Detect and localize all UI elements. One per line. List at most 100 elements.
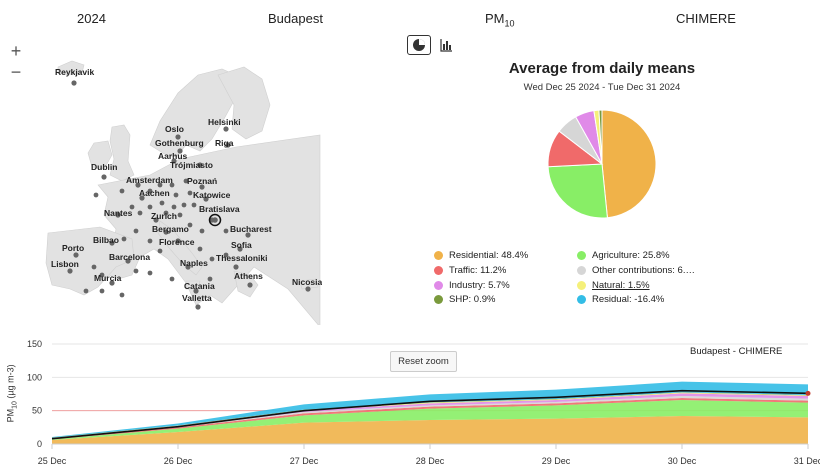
selected-city-marker[interactable]	[208, 213, 222, 227]
city-marker[interactable]	[237, 246, 243, 252]
timeseries-chart[interactable]: 0 50 100 150 25 Dec 26 Dec 27 Dec 28 Dec 29 Dec 3…	[0, 334, 820, 471]
selected-city-dot	[212, 217, 218, 223]
city-marker[interactable]	[169, 276, 175, 282]
city-marker[interactable]	[115, 212, 121, 218]
reset-zoom-button[interactable]: Reset zoom	[390, 351, 457, 372]
city-marker[interactable]	[195, 304, 201, 310]
europe-map[interactable]: Reykjavik Helsinki Oslo Gothenburg Riga Aarhu…	[0, 35, 323, 328]
city-marker[interactable]	[109, 280, 115, 286]
city-marker[interactable]	[119, 188, 125, 194]
zoom-in-button[interactable]: +	[6, 42, 26, 60]
city-label: Catania	[184, 281, 215, 291]
city-marker[interactable]	[207, 276, 213, 282]
city-marker[interactable]	[157, 248, 163, 254]
area-residual[interactable]	[52, 381, 808, 438]
legend-item[interactable]: Residential: 48.4%	[434, 250, 528, 261]
city-marker[interactable]	[147, 188, 153, 194]
city-marker[interactable]	[125, 258, 131, 264]
city-marker[interactable]	[185, 264, 191, 270]
city-marker[interactable]	[147, 238, 153, 244]
legend-item[interactable]: Other contributions: 6.…	[577, 265, 695, 276]
city-marker[interactable]	[233, 264, 239, 270]
city-marker[interactable]	[71, 80, 77, 86]
city-marker[interactable]	[73, 252, 79, 258]
city-marker[interactable]	[177, 148, 183, 154]
area-residential[interactable]	[52, 416, 808, 444]
city-marker[interactable]	[119, 292, 125, 298]
city-marker[interactable]	[181, 202, 187, 208]
city-marker[interactable]	[139, 195, 145, 201]
pie-slice-shp[interactable]	[598, 109, 603, 165]
city-marker[interactable]	[137, 210, 143, 216]
city-marker[interactable]	[223, 126, 229, 132]
y-tick-label: 100	[27, 372, 42, 382]
city-marker[interactable]	[99, 288, 105, 294]
pie-slice-residential[interactable]	[601, 109, 657, 219]
bar-chart-toggle[interactable]	[434, 35, 458, 55]
pie-chart[interactable]	[540, 102, 664, 226]
city-marker[interactable]	[169, 182, 175, 188]
city-marker[interactable]	[247, 282, 253, 288]
city-marker[interactable]	[199, 184, 205, 190]
zoom-out-button[interactable]: −	[6, 63, 26, 81]
city-marker[interactable]	[209, 256, 215, 262]
city-label: Trójmiasto	[170, 160, 213, 170]
city-marker[interactable]	[177, 212, 183, 218]
total-line[interactable]	[51, 389, 809, 440]
pie-chart-toggle[interactable]	[407, 35, 431, 55]
city-marker[interactable]	[187, 222, 193, 228]
legend-label: Traffic: 11.2%	[449, 265, 507, 276]
city-marker[interactable]	[171, 158, 177, 164]
city-marker[interactable]	[101, 174, 107, 180]
city-label: Reykjavik	[55, 67, 94, 77]
city-marker[interactable]	[109, 240, 115, 246]
legend-item[interactable]: Natural: 1.5%	[577, 280, 650, 291]
city-marker[interactable]	[153, 217, 159, 223]
city-marker[interactable]	[99, 272, 105, 278]
city-marker[interactable]	[191, 202, 197, 208]
legend-item[interactable]: Residual: -16.4%	[577, 294, 664, 305]
city-marker[interactable]	[135, 182, 141, 188]
city-marker[interactable]	[175, 238, 181, 244]
city-marker[interactable]	[203, 196, 209, 202]
city-marker[interactable]	[147, 270, 153, 276]
city-marker[interactable]	[193, 288, 199, 294]
city-marker[interactable]	[157, 182, 163, 188]
city-marker[interactable]	[225, 142, 231, 148]
city-marker[interactable]	[121, 236, 127, 242]
city-marker[interactable]	[133, 228, 139, 234]
legend-dot	[434, 251, 443, 260]
city-marker[interactable]	[147, 204, 153, 210]
legend-item[interactable]: SHP: 0.9%	[434, 294, 495, 305]
city-marker[interactable]	[133, 268, 139, 274]
city-marker[interactable]	[83, 288, 89, 294]
map-canvas[interactable]: Reykjavik Helsinki Oslo Gothenburg Riga Aarhu…	[0, 35, 323, 328]
city-marker[interactable]	[305, 286, 311, 292]
legend-item[interactable]: Industry: 5.7%	[434, 280, 510, 291]
city-marker[interactable]	[223, 228, 229, 234]
x-tick-label: 29 Dec	[542, 456, 571, 466]
city-marker[interactable]	[67, 268, 73, 274]
city-marker[interactable]	[183, 178, 189, 184]
city-marker[interactable]	[223, 252, 229, 258]
legend-item[interactable]: Traffic: 11.2%	[434, 265, 506, 276]
city-marker[interactable]	[187, 190, 193, 196]
city-label: Gothenburg	[155, 138, 204, 148]
city-marker[interactable]	[197, 246, 203, 252]
city-marker[interactable]	[163, 210, 169, 216]
city-marker[interactable]	[245, 232, 251, 238]
city-marker[interactable]	[197, 162, 203, 168]
city-marker[interactable]	[175, 134, 181, 140]
city-marker[interactable]	[93, 192, 99, 198]
city-marker[interactable]	[159, 200, 165, 206]
city-marker[interactable]	[173, 192, 179, 198]
city-marker[interactable]	[199, 228, 205, 234]
city-marker[interactable]	[91, 264, 97, 270]
legend-item[interactable]: Agriculture: 25.8%	[577, 250, 670, 261]
bar-chart-icon	[440, 39, 452, 52]
city-marker[interactable]	[163, 229, 169, 235]
city-marker[interactable]	[129, 204, 135, 210]
area-agriculture[interactable]	[52, 400, 808, 440]
pie-slice-agriculture[interactable]	[547, 163, 608, 219]
city-marker[interactable]	[171, 204, 177, 210]
